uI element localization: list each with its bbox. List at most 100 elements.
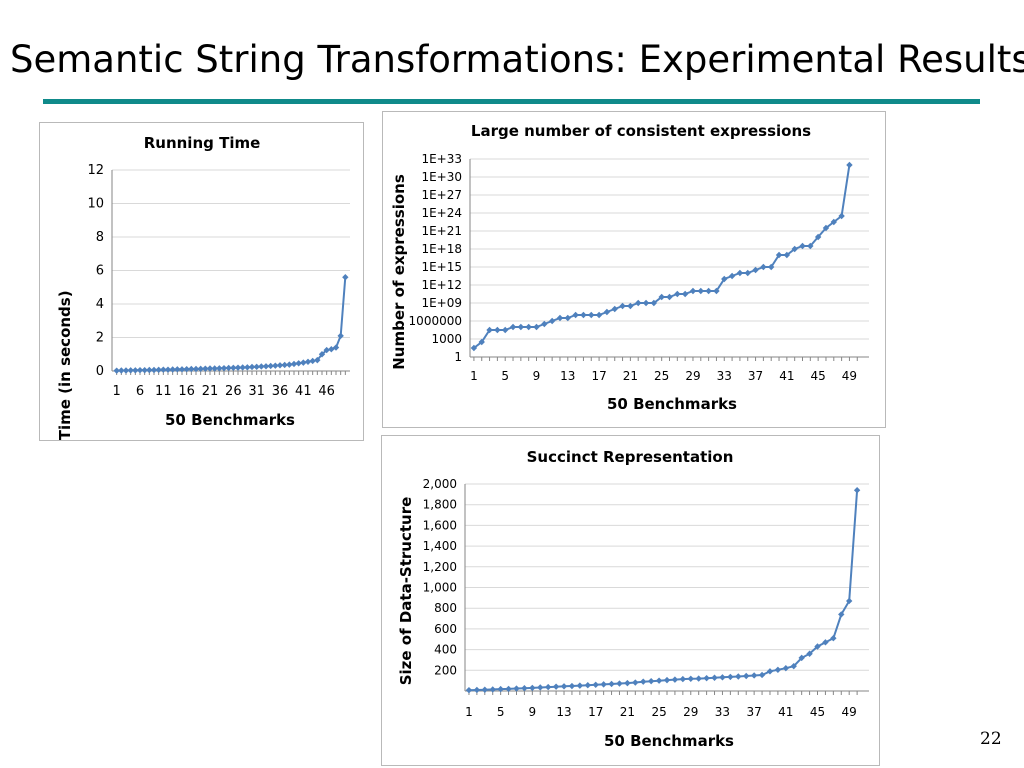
- data-point: [113, 367, 120, 374]
- y-tick-label: 400: [434, 643, 457, 657]
- data-point: [814, 643, 821, 650]
- data-point: [624, 679, 631, 687]
- data-point: [619, 302, 626, 310]
- data-point: [766, 668, 774, 675]
- data-point: [192, 365, 200, 373]
- data-point: [556, 314, 564, 322]
- data-point: [616, 680, 623, 687]
- chart-running-time: Running Time Running Time (in seconds) 5…: [39, 122, 364, 441]
- data-point: [286, 361, 293, 368]
- data-point: [627, 302, 634, 310]
- data-point: [127, 367, 134, 374]
- y-tick-label: 0: [96, 364, 104, 379]
- data-point: [750, 672, 758, 679]
- x-tick-label: 25: [651, 705, 666, 719]
- data-point: [300, 359, 307, 366]
- y-tick-label: 2,000: [423, 477, 457, 491]
- x-tick-label: 16: [178, 384, 195, 399]
- x-tick-label: 1: [465, 705, 473, 719]
- data-point: [314, 356, 321, 364]
- data-point: [588, 311, 595, 319]
- series-line: [116, 277, 347, 372]
- data-point: [744, 269, 751, 277]
- data-point: [548, 317, 556, 325]
- data-point: [775, 251, 783, 259]
- x-tick-label: 37: [746, 705, 761, 719]
- data-point: [853, 487, 861, 494]
- succinct-representation-svg: Succinct Representation Size of Data-Str…: [397, 448, 869, 750]
- x-tick-label: 33: [715, 705, 730, 719]
- data-point: [234, 364, 242, 371]
- x-tick-label: 17: [591, 369, 606, 383]
- data-point: [711, 674, 718, 681]
- running-time-svg: Running Time Running Time (in seconds) 5…: [56, 134, 350, 440]
- data-point: [216, 365, 223, 372]
- data-point: [122, 367, 130, 374]
- y-tick-label: 800: [434, 601, 457, 615]
- data-point: [478, 338, 485, 346]
- data-point: [687, 675, 694, 682]
- data-point: [735, 673, 742, 680]
- y-tick-label: 10: [87, 197, 104, 212]
- y-axis-label: Running Time (in seconds): [56, 290, 74, 440]
- data-point: [768, 263, 775, 271]
- data-point: [642, 299, 650, 307]
- data-point: [774, 666, 782, 673]
- data-point: [295, 360, 302, 367]
- data-point: [666, 293, 673, 301]
- slide-title: Semantic String Transformations: Experim…: [10, 38, 1024, 81]
- data-point: [188, 365, 195, 373]
- data-point: [689, 287, 697, 295]
- data-point: [647, 677, 655, 685]
- x-tick-label: 5: [501, 369, 509, 383]
- data-point: [799, 242, 806, 250]
- y-tick-label: 1E+15: [421, 260, 462, 274]
- data-point: [671, 676, 679, 683]
- x-tick-label: 1: [470, 369, 478, 383]
- data-point: [592, 681, 599, 688]
- data-point: [244, 364, 251, 371]
- x-tick-label: 9: [533, 369, 541, 383]
- data-point: [248, 363, 256, 371]
- x-tick-label: 21: [202, 384, 219, 399]
- data-point: [272, 362, 279, 369]
- y-tick-label: 1000000: [409, 314, 462, 328]
- data-point: [517, 323, 525, 331]
- data-point: [760, 263, 767, 271]
- y-axis-label: Number of expressions: [390, 174, 408, 370]
- y-tick-label: 1E+21: [421, 224, 462, 238]
- x-tick-label: 41: [779, 369, 794, 383]
- data-point: [632, 679, 639, 686]
- data-point: [703, 674, 710, 682]
- data-point: [281, 361, 288, 369]
- y-tick-label: 1,400: [423, 539, 457, 553]
- chart-title: Large number of consistent expressions: [471, 122, 811, 140]
- data-point: [174, 366, 181, 373]
- data-point: [564, 314, 571, 322]
- data-point: [332, 344, 340, 351]
- x-tick-label: 6: [136, 384, 144, 399]
- data-point: [537, 684, 544, 691]
- chart-title: Running Time: [144, 134, 261, 152]
- data-point: [806, 650, 813, 657]
- y-tick-label: 1000: [431, 332, 462, 346]
- data-point: [178, 366, 186, 373]
- data-point: [276, 362, 284, 369]
- x-tick-label: 41: [778, 705, 793, 719]
- data-point: [262, 363, 270, 370]
- data-point: [552, 683, 560, 690]
- y-tick-label: 1E+12: [421, 278, 462, 292]
- x-tick-label: 1: [113, 384, 121, 399]
- x-tick-label: 5: [497, 705, 505, 719]
- data-point: [481, 686, 489, 693]
- data-point: [608, 680, 615, 688]
- data-point: [146, 366, 153, 374]
- x-tick-label: 13: [556, 705, 571, 719]
- x-tick-label: 36: [272, 384, 289, 399]
- x-tick-label: 21: [623, 369, 638, 383]
- x-tick-label: 21: [620, 705, 635, 719]
- data-point: [118, 367, 125, 374]
- data-point: [798, 654, 805, 662]
- data-point: [640, 678, 647, 685]
- data-point: [568, 682, 576, 690]
